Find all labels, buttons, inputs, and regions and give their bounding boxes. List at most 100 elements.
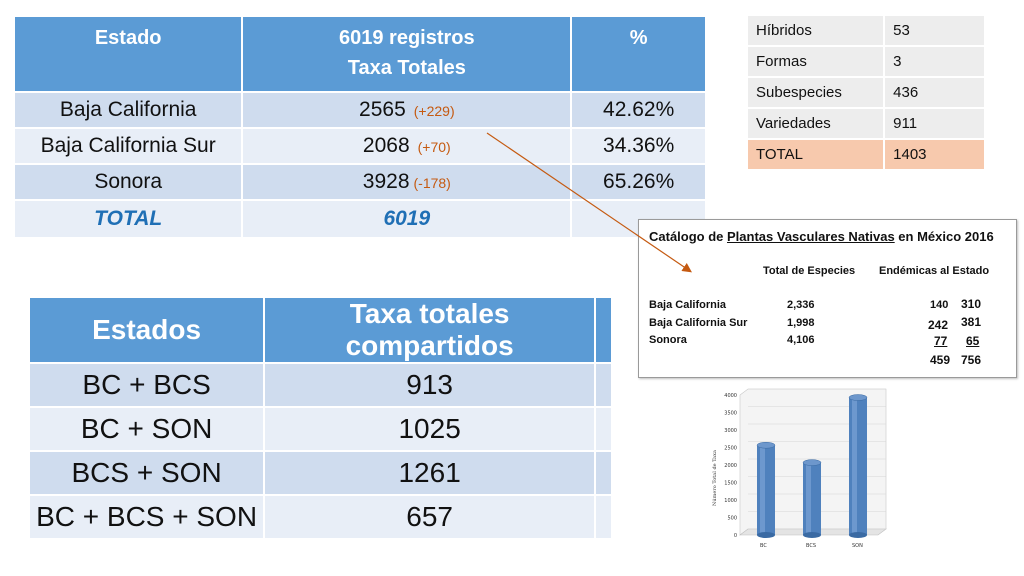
- state-name: Baja California Sur: [12, 127, 244, 165]
- catalog-row-b: 65: [966, 334, 980, 348]
- shared-table-header-row: Estados Taxa totales compartidos: [27, 296, 613, 364]
- catalog-row-total: 4,106: [787, 334, 815, 346]
- catalog-sum-a: 459: [930, 353, 951, 367]
- estados-combo: BC + BCS + SON: [27, 494, 266, 540]
- state-name: Sonora: [12, 163, 244, 201]
- state-percent: 42.62%: [570, 91, 707, 129]
- header-percent: %: [570, 15, 707, 93]
- catalog-col-endemicas: Endémicas al Estado: [879, 265, 990, 277]
- catalog-row-a: 140: [930, 299, 949, 311]
- catalog-title-pre: Catálogo de: [649, 229, 728, 244]
- bar-body: [803, 462, 821, 535]
- chart-y-tick-label: 1500: [724, 481, 737, 487]
- catalog-row-a: 242: [928, 318, 949, 332]
- state-percent: 65.26%: [570, 163, 707, 201]
- header-taxa-compartidos: Taxa totales compartidos: [263, 296, 597, 364]
- summary-label: TOTAL: [745, 138, 886, 171]
- state-taxa: 2565 (+229): [241, 91, 573, 129]
- taxa-value: 3928: [362, 170, 410, 193]
- summary-total-row: TOTAL 1403: [745, 138, 986, 171]
- chart-y-tick-label: 2000: [724, 463, 737, 469]
- shared-taxa: 657: [263, 494, 597, 540]
- state-taxa-table: Estado 6019 registros Taxa Totales % Baj…: [12, 15, 707, 239]
- catalog-row-a: 77: [934, 334, 948, 348]
- table-row: Variedades 911: [745, 107, 986, 140]
- bar-top: [756, 441, 776, 449]
- catalog-row-total: 2,336: [787, 299, 815, 311]
- catalog-col-total: Total de Especies: [763, 265, 856, 277]
- total-value: 6019: [241, 199, 573, 239]
- catalog-row-name: Sonora: [649, 334, 687, 346]
- summary-value: 1403: [883, 138, 986, 171]
- catalog-title: Catálogo de Plantas Vasculares Nativas e…: [649, 229, 994, 244]
- bar-body: [757, 445, 775, 535]
- state-taxa: 3928 (-178): [241, 163, 573, 201]
- catalog-row-b: 381: [961, 315, 982, 329]
- empty-cell: [594, 494, 613, 540]
- total-label: TOTAL: [12, 199, 244, 239]
- taxa-summary-table: Híbridos 53 Formas 3 Subespecies 436 Var…: [745, 14, 986, 171]
- catalog-sum-b: 756: [961, 353, 982, 367]
- table-row: Subespecies 436: [745, 76, 986, 109]
- taxa-value: 2068: [362, 134, 410, 157]
- chart-y-tick-label: 500: [727, 516, 737, 522]
- state-name: Baja California: [12, 91, 244, 129]
- chart-bars: [756, 394, 868, 538]
- summary-value: 3: [883, 45, 986, 78]
- chart-x-tick-label: BCS: [806, 543, 816, 549]
- table-total-row: TOTAL 6019: [12, 199, 707, 239]
- table-row: BC + SON 1025: [27, 406, 613, 452]
- table-row: Formas 3: [745, 45, 986, 78]
- header-estado: Estado: [12, 15, 244, 93]
- catalog-row-b: 310: [961, 297, 982, 311]
- catalog-title-post: en México 2016: [894, 229, 994, 244]
- bar-highlight: [760, 445, 765, 535]
- empty-cell: [594, 406, 613, 452]
- bar-base: [803, 532, 821, 538]
- table-row: Baja California 2565 (+229) 42.62%: [12, 91, 707, 129]
- empty-cell: [594, 362, 613, 408]
- chart-bar: [802, 459, 822, 538]
- summary-value: 436: [883, 76, 986, 109]
- taxa-bar-chart: 0 500 1000 1500 2000 2500 3000 3500 4000 BC BCS SO…: [711, 388, 887, 549]
- summary-label: Formas: [745, 45, 886, 78]
- bar-body: [849, 397, 867, 535]
- table-row: BC + BCS + SON 657: [27, 494, 613, 540]
- summary-label: Híbridos: [745, 14, 886, 47]
- taxa-value: 2565: [359, 98, 406, 121]
- summary-value: 911: [883, 107, 986, 140]
- header-empty: [594, 296, 613, 364]
- table-row: Híbridos 53: [745, 14, 986, 47]
- bar-base: [849, 532, 867, 538]
- chart-x-labels: BC BCS SON: [760, 543, 863, 549]
- shared-taxa: 1261: [263, 450, 597, 496]
- chart-bar: [756, 441, 776, 538]
- chart-y-tick-label: 4000: [724, 393, 737, 399]
- chart-y-tick-label: 0: [734, 533, 737, 539]
- table-row: BC + BCS 913: [27, 362, 613, 408]
- summary-label: Variedades: [745, 107, 886, 140]
- shared-taxa-table: Estados Taxa totales compartidos BC + BC…: [27, 296, 613, 540]
- table-row: BCS + SON 1261: [27, 450, 613, 496]
- catalog-row-name: Baja California Sur: [649, 317, 748, 329]
- catalog-excerpt: Catálogo de Plantas Vasculares Nativas e…: [638, 219, 1017, 378]
- header-registros-line2: Taxa Totales: [347, 57, 466, 79]
- bar-highlight: [852, 397, 857, 535]
- bar-base: [757, 532, 775, 538]
- estados-combo: BC + BCS: [27, 362, 266, 408]
- taxa-delta: (+70): [417, 139, 451, 155]
- empty-cell: [594, 450, 613, 496]
- estados-combo: BCS + SON: [27, 450, 266, 496]
- bar-top: [848, 394, 868, 401]
- header-registros-line1: 6019 registros: [339, 27, 475, 49]
- table-row: Baja California Sur 2068 (+70) 34.36%: [12, 127, 707, 165]
- chart-y-axis-label: Número Total de Taxa: [711, 450, 718, 506]
- header-estados: Estados: [27, 296, 266, 364]
- taxa-delta: (+229): [413, 103, 455, 119]
- chart-x-tick-label: BC: [760, 543, 767, 549]
- table-row: Sonora 3928 (-178) 65.26%: [12, 163, 707, 201]
- catalog-row-total: 1,998: [787, 317, 815, 329]
- catalog-title-link: Plantas Vasculares Nativas: [727, 229, 895, 244]
- chart-x-tick-label: SON: [852, 543, 863, 549]
- summary-label: Subespecies: [745, 76, 886, 109]
